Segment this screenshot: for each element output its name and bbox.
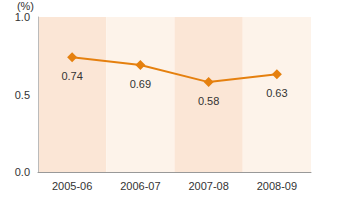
svg-text:0.0: 0.0 xyxy=(15,166,30,178)
svg-text:0.69: 0.69 xyxy=(130,78,151,90)
svg-text:1.0: 1.0 xyxy=(15,11,30,23)
svg-text:0.5: 0.5 xyxy=(15,89,30,101)
svg-text:(%): (%) xyxy=(17,0,34,12)
svg-text:0.63: 0.63 xyxy=(266,87,287,99)
svg-text:2008-09: 2008-09 xyxy=(257,180,297,192)
svg-text:2007-08: 2007-08 xyxy=(188,180,228,192)
svg-text:0.74: 0.74 xyxy=(61,70,82,82)
svg-text:2006-07: 2006-07 xyxy=(120,180,160,192)
svg-text:0.58: 0.58 xyxy=(198,95,219,107)
svg-text:2005-06: 2005-06 xyxy=(52,180,92,192)
